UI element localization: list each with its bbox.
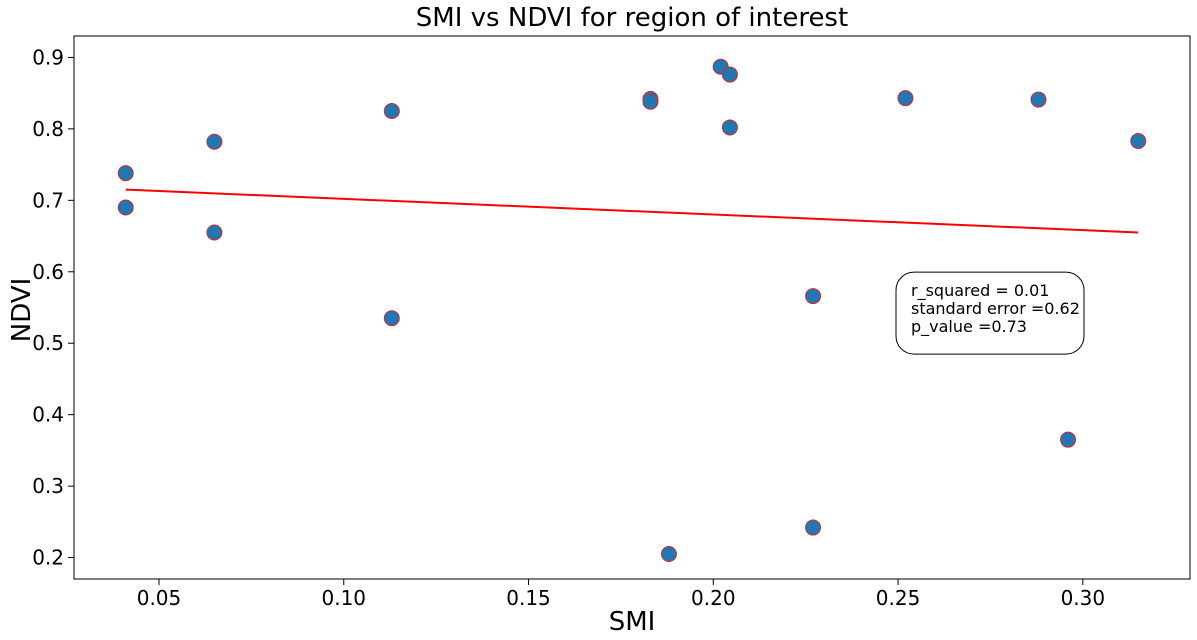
- y-tick-label: 0.3: [32, 474, 64, 498]
- data-point: [805, 519, 822, 536]
- x-tick-label: 0.30: [1061, 586, 1106, 610]
- regression-line-group: [125, 188, 1139, 234]
- data-point: [660, 545, 677, 562]
- data-point: [1130, 133, 1147, 150]
- data-point: [117, 199, 134, 216]
- x-tick-label: 0.05: [137, 586, 182, 610]
- x-axis: 0.05 0.10 0.15 0.20 0.25 0.30: [137, 579, 1105, 610]
- x-tick-label: 0.10: [321, 586, 366, 610]
- data-point: [383, 103, 400, 120]
- regression-line: [125, 188, 1139, 234]
- data-point: [383, 310, 400, 327]
- stats-line: r_squared = 0.01: [911, 281, 1049, 301]
- y-tick-label: 0.8: [32, 117, 64, 141]
- stats-box: [895, 271, 1085, 355]
- data-point: [206, 133, 223, 150]
- y-tick-label: 0.4: [32, 403, 64, 427]
- data-point: [117, 165, 134, 182]
- x-tick-label: 0.20: [691, 586, 736, 610]
- y-tick-label: 0.5: [32, 331, 64, 355]
- plot-frame: [73, 35, 1191, 580]
- data-point: [897, 90, 914, 107]
- stats-line: p_value =0.73: [911, 317, 1027, 337]
- x-axis-label: SMI: [609, 607, 656, 637]
- data-point: [1030, 91, 1047, 108]
- y-axis: 0.2 0.3 0.4 0.5 0.6 0.7 0.8 0.9: [32, 45, 74, 570]
- data-points: [117, 58, 1147, 562]
- stats-line: standard error =0.62: [911, 299, 1080, 318]
- data-point: [642, 93, 659, 110]
- x-tick-label: 0.25: [876, 586, 921, 610]
- x-tick-label: 0.15: [506, 586, 551, 610]
- y-tick-label: 0.2: [32, 546, 64, 570]
- data-point: [206, 224, 223, 241]
- y-tick-label: 0.9: [32, 45, 64, 69]
- data-point: [805, 288, 822, 305]
- chart-title: SMI vs NDVI for region of interest: [416, 3, 848, 33]
- y-axis-label: NDVI: [7, 278, 37, 342]
- y-tick-label: 0.6: [32, 260, 64, 284]
- data-point: [721, 119, 738, 136]
- data-point: [1060, 431, 1077, 448]
- data-point: [721, 66, 738, 83]
- y-tick-label: 0.7: [32, 188, 64, 212]
